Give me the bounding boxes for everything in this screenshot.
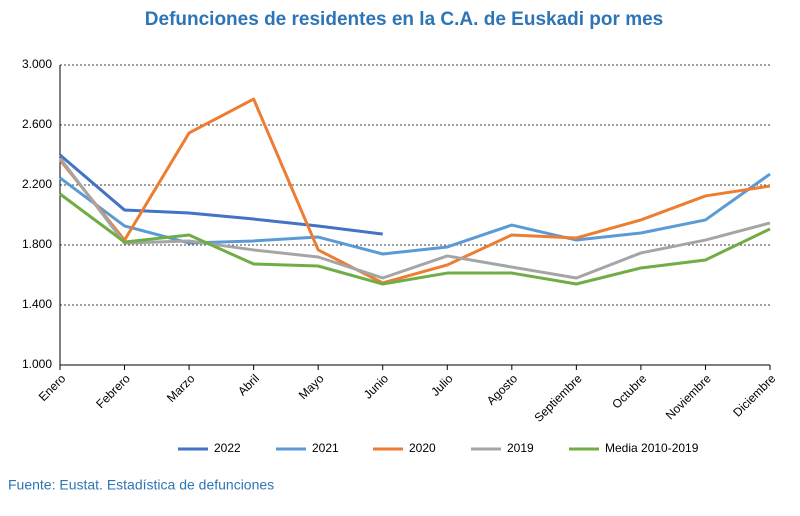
series-line [58, 157, 771, 280]
y-tick-label: 1.000 [22, 357, 52, 371]
x-tick-label: Noviembre [663, 371, 714, 422]
x-tick-label: Julio [428, 371, 456, 399]
x-tick-label: Mayo [296, 371, 327, 402]
x-tick-label: Octubre [609, 371, 649, 411]
legend-label: Media 2010-2019 [605, 441, 699, 455]
x-tick-label: Junio [361, 371, 391, 401]
x-tick-label: Enero [36, 371, 69, 404]
x-tick-label: Agosto [484, 371, 521, 408]
series-line [59, 192, 771, 286]
x-tick-label: Abril [235, 371, 262, 398]
x-tick-label: Marzo [164, 371, 198, 405]
y-tick-label: 2.600 [22, 117, 52, 131]
legend-label: 2020 [409, 441, 436, 455]
y-tick-label: 1.800 [22, 237, 52, 251]
x-tick-label: Febrero [93, 371, 133, 411]
y-tick-label: 3.000 [22, 57, 52, 71]
legend-label: 2021 [312, 441, 339, 455]
source: Fuente: Eustat. Estadística de defuncion… [8, 477, 274, 493]
y-tick-label: 2.200 [22, 177, 52, 191]
legend-label: 2019 [507, 441, 534, 455]
series-line [58, 97, 771, 285]
x-tick-label: Septiembre [531, 371, 585, 425]
x-tick-label: Diciembre [730, 371, 778, 419]
y-tick-label: 1.400 [22, 297, 52, 311]
legend-label: 2022 [214, 441, 241, 455]
chart-title: Defunciones de residentes en la C.A. de … [145, 9, 663, 30]
series-line [59, 153, 383, 236]
